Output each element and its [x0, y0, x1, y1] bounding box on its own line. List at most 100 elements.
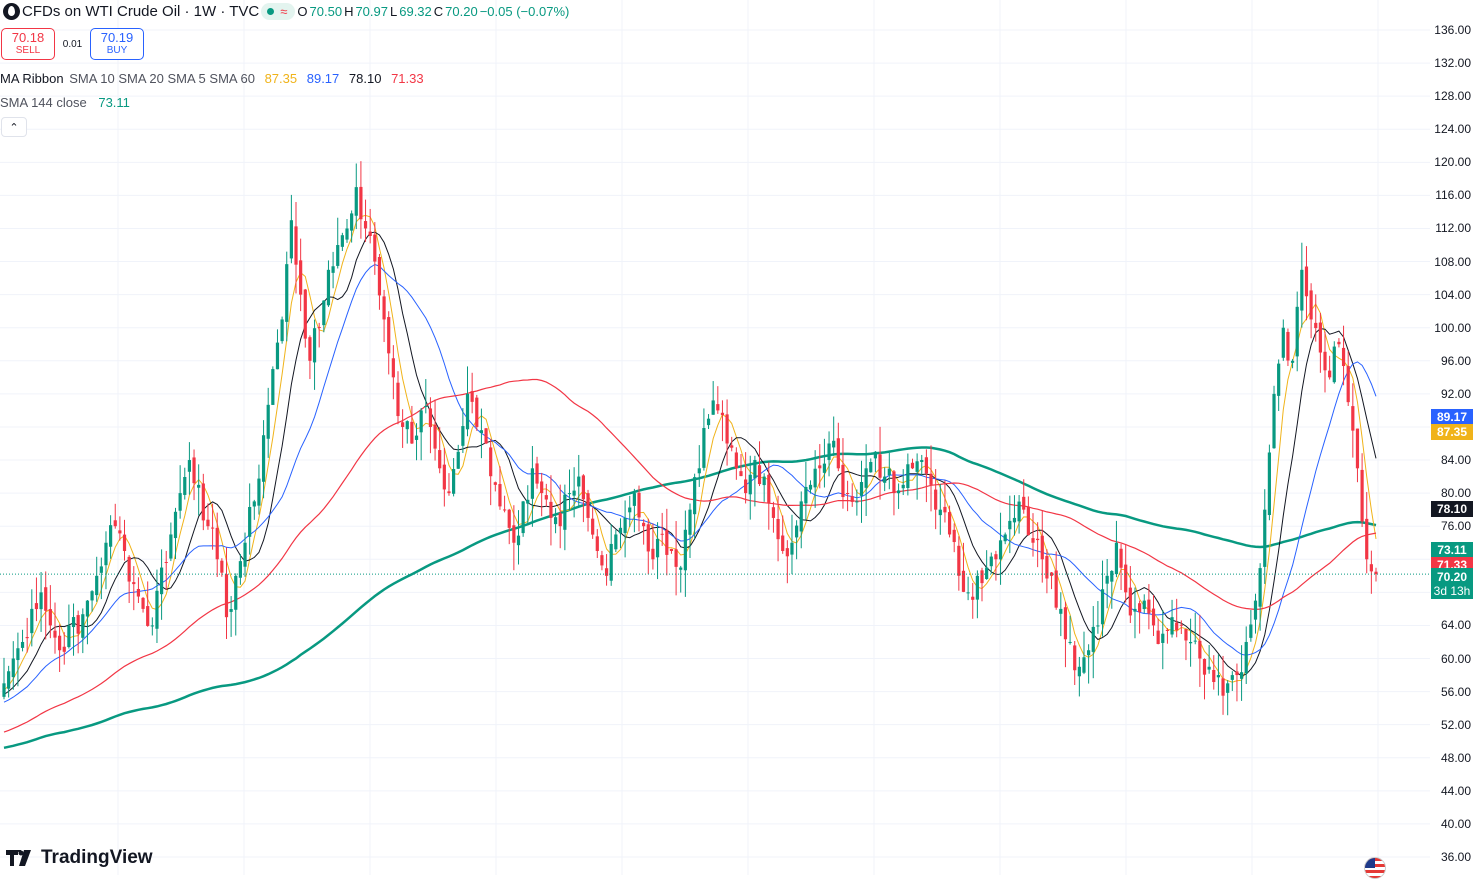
candle-body — [345, 228, 349, 240]
candle-body — [206, 519, 210, 527]
candle-body — [67, 625, 71, 648]
candle-body — [215, 527, 219, 560]
candle-body — [553, 517, 558, 525]
candle-body — [113, 520, 117, 527]
candle-body — [716, 404, 720, 411]
candle-body — [697, 468, 701, 474]
candle-body — [595, 536, 599, 552]
candle-body — [452, 469, 456, 494]
candle-body — [48, 609, 52, 626]
candle-body — [1249, 624, 1253, 638]
candle-body — [428, 408, 433, 427]
candle-body — [438, 450, 442, 469]
candle-body — [920, 460, 924, 462]
ma-ribbon-legend[interactable]: MA Ribbon SMA 10 SMA 20 SMA 5 SMA 60 87.… — [0, 71, 426, 86]
candle-body — [331, 266, 335, 273]
candle-body — [947, 512, 952, 535]
candle-body — [1253, 600, 1258, 620]
candle-body — [326, 269, 331, 306]
candle-body — [808, 484, 813, 490]
candle-body — [859, 482, 864, 496]
candle-body — [753, 460, 757, 479]
candle-body — [1198, 640, 1202, 659]
axis-tick-label: 112.00 — [1435, 221, 1471, 236]
candle-body — [243, 542, 247, 567]
candle-body — [220, 560, 224, 573]
candle-body — [804, 486, 808, 504]
sell-price: 70.18 — [11, 30, 45, 45]
candle-body — [887, 468, 891, 476]
axis-tick-label: 56.00 — [1440, 684, 1471, 699]
candle-body — [1212, 669, 1216, 683]
candle-body — [1012, 517, 1017, 523]
candle-body — [910, 462, 915, 469]
candle-body — [1235, 671, 1239, 676]
candle-body — [317, 327, 321, 329]
candle-body — [1230, 675, 1234, 680]
candle-body — [387, 317, 391, 354]
candle-body — [1346, 366, 1350, 403]
candle-body — [693, 477, 697, 515]
candle-body — [600, 555, 604, 566]
tradingview-logo[interactable]: TradingView — [6, 847, 153, 869]
candle-body — [71, 617, 76, 628]
sma144-legend[interactable]: SMA 144 close 73.11 — [0, 95, 132, 110]
candle-body — [572, 490, 576, 496]
candle-body — [924, 457, 928, 474]
sma20-value: 78.10 — [348, 71, 382, 86]
us-flag-icon[interactable] — [1364, 857, 1386, 879]
candle-body — [164, 561, 168, 563]
candle-body — [489, 447, 493, 477]
candle-body — [159, 567, 164, 595]
candle-body — [994, 554, 998, 560]
buy-button[interactable]: 70.19 BUY — [90, 28, 144, 60]
candle-body — [373, 234, 377, 262]
candle-body — [841, 464, 845, 498]
candle-body — [248, 506, 252, 537]
candle-body — [62, 646, 66, 652]
candle-body — [178, 493, 182, 511]
candle-body — [1147, 599, 1151, 614]
candle-body — [1175, 622, 1179, 631]
axis-tick-label: 96.00 — [1440, 353, 1471, 368]
candle-body — [76, 615, 80, 634]
candle-body — [711, 400, 715, 415]
candle-body — [155, 590, 159, 629]
candle-body — [1314, 322, 1318, 329]
symbol-title[interactable]: CFDs on WTI Crude Oil · 1W · TVC — [22, 3, 260, 20]
candle-body — [1188, 641, 1193, 644]
candle-body — [850, 496, 854, 502]
sma20-line — [3, 263, 1377, 703]
candle-body — [44, 587, 48, 611]
market-status-badge[interactable]: ≈ — [261, 3, 296, 20]
candle-body — [1077, 666, 1081, 677]
candle-body — [192, 457, 196, 484]
candle-body — [1300, 269, 1304, 311]
sell-button[interactable]: 70.18 SELL — [1, 28, 55, 60]
candle-body — [475, 397, 479, 427]
candle-body — [1110, 571, 1114, 582]
candle-body — [414, 435, 419, 440]
candle-body — [1170, 617, 1174, 635]
candle-body — [604, 568, 609, 576]
axis-tick-label: 104.00 — [1434, 287, 1471, 302]
candle-body — [651, 548, 655, 560]
candle-body — [1091, 626, 1095, 652]
candle-body — [81, 614, 85, 638]
candle-body — [405, 421, 409, 430]
axis-tick-label: 92.00 — [1440, 386, 1471, 401]
candle-body — [456, 451, 460, 469]
axis-tick-label: 76.00 — [1440, 519, 1471, 534]
candle-body — [878, 454, 882, 478]
candle-body — [549, 501, 553, 518]
axis-tick-label: 80.00 — [1440, 486, 1471, 501]
sma144-label: SMA 144 close — [0, 95, 87, 110]
candle-body — [892, 471, 896, 494]
candle-body — [530, 468, 535, 499]
candle-body — [655, 538, 660, 558]
candle-body — [646, 524, 650, 552]
candle-body — [122, 534, 127, 552]
candle-body — [1040, 535, 1044, 560]
collapse-legend-button[interactable]: ⌃ — [1, 117, 27, 137]
